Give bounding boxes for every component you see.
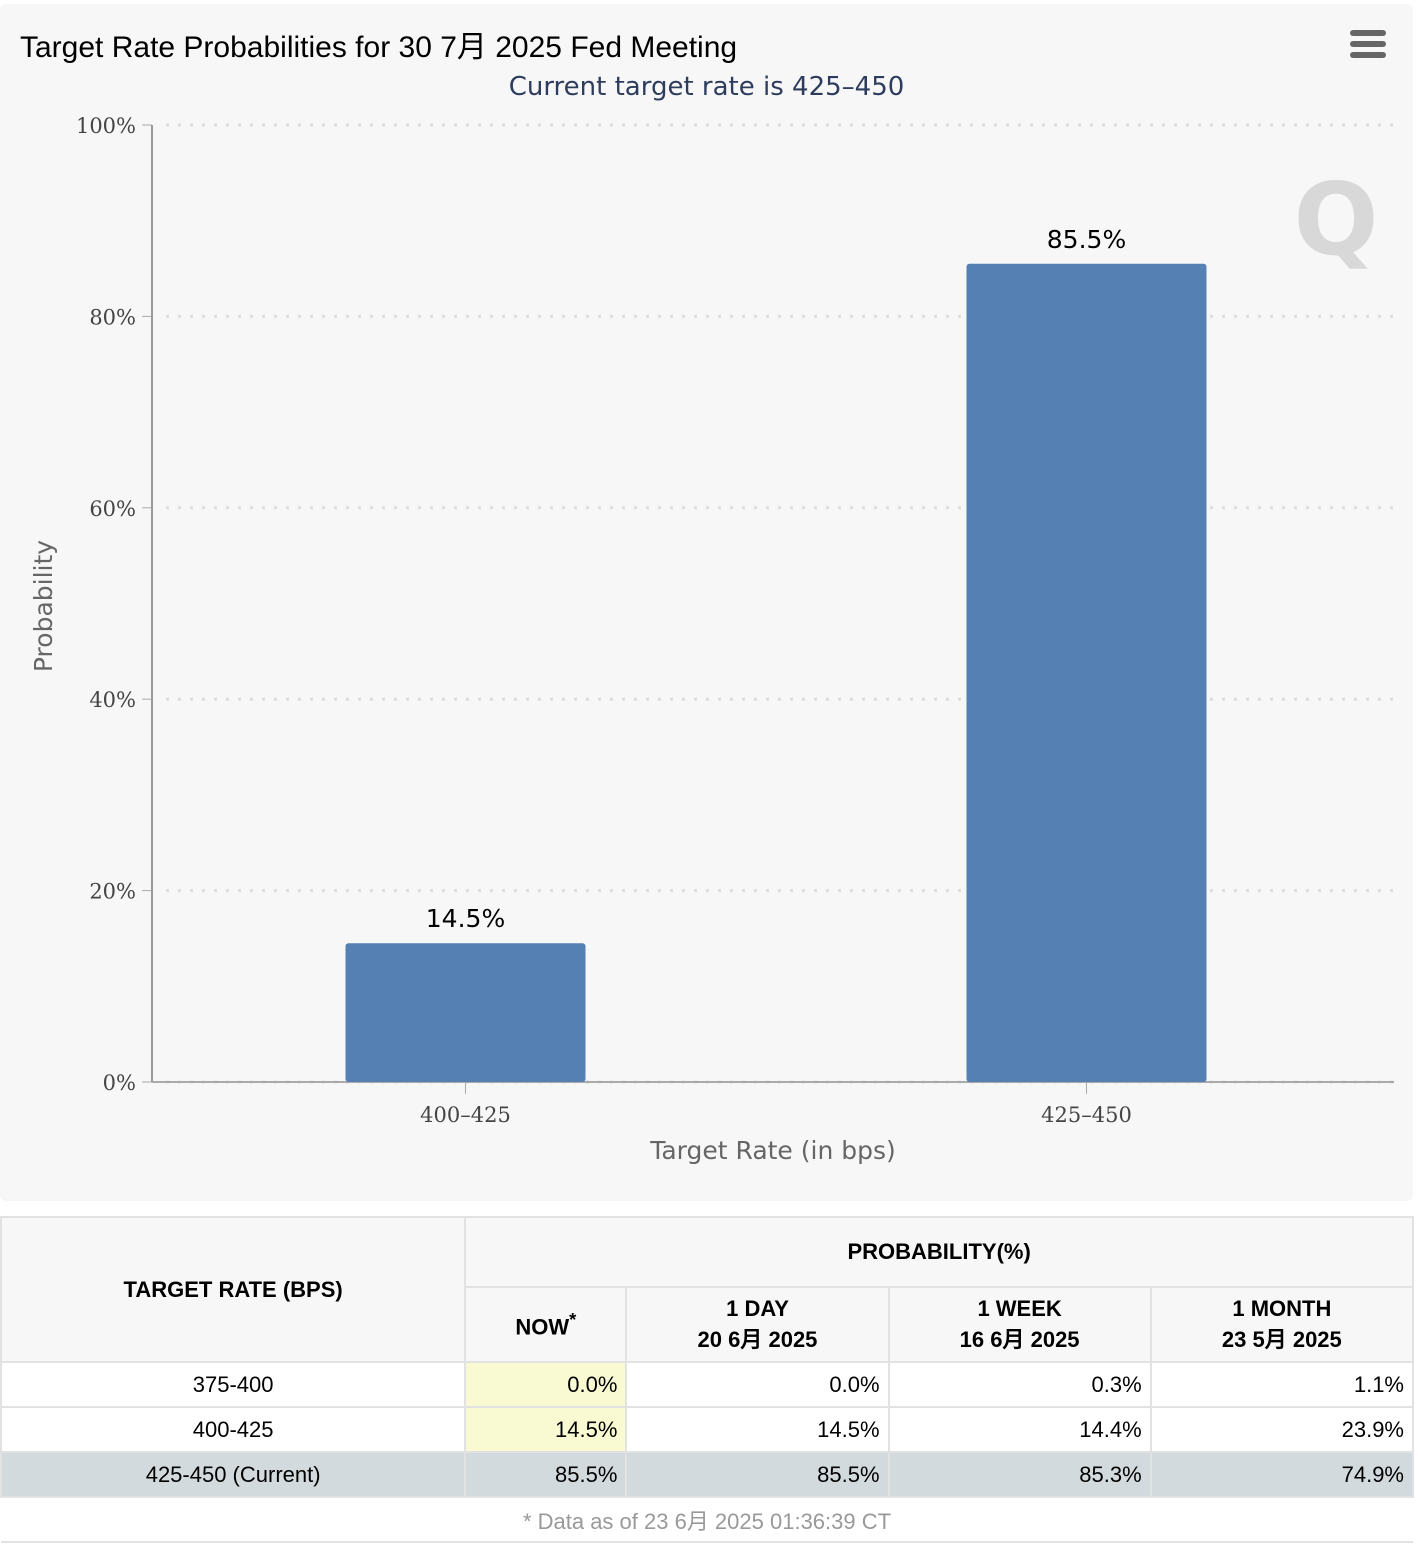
column-header: 1 DAY 20 6月 2025	[625, 1286, 890, 1363]
bar	[345, 943, 586, 1082]
footnote: * Data as of 23 6月 2025 01:36:39 CT	[1, 1496, 1413, 1543]
probability-cell: 23.9%	[1149, 1406, 1415, 1453]
column-label: NOW	[515, 1314, 570, 1340]
probability-cell: 14.5%	[464, 1406, 628, 1453]
probability-cell: 14.5%	[625, 1406, 890, 1453]
y-axis-title: Probability	[29, 540, 58, 672]
column-date: 20 6月 2025	[697, 1326, 818, 1352]
y-tick-label: 60%	[89, 497, 136, 521]
rate-cell: 400-425	[0, 1406, 467, 1453]
probability-cell: 74.9%	[1149, 1451, 1415, 1498]
probability-cell: 0.0%	[464, 1361, 628, 1408]
rate-cell: 375-400	[0, 1361, 467, 1408]
bar-chart: 0% 20% 40% 60% 80% 100% 14.5% 400–425 85.5% 425–4…	[29, 114, 1394, 1165]
column-label: 1 MONTH	[1232, 1295, 1332, 1321]
table-row: 375-400 0.0% 0.0% 0.3% 1.1%	[0, 1361, 1415, 1408]
probability-cell: 85.5%	[464, 1451, 628, 1498]
column-date: 16 6月 2025	[959, 1326, 1080, 1352]
probability-cell: 0.3%	[887, 1361, 1152, 1408]
probability-cell: 0.0%	[625, 1361, 890, 1408]
y-tick-label: 40%	[89, 688, 136, 712]
chart-subtitle: Current target rate is 425–450	[508, 72, 905, 102]
y-tick-label: 20%	[89, 880, 136, 904]
probability-cell: 14.4%	[887, 1406, 1152, 1453]
y-tick-label: 0%	[103, 1071, 136, 1095]
probability-table: TARGET RATE (BPS) PROBABILITY(%) NOW* 1 D…	[0, 1216, 1415, 1543]
column-header: 1 MONTH 23 5月 2025	[1149, 1286, 1415, 1363]
y-tick-label: 100%	[76, 114, 136, 138]
table-row: 400-425 14.5% 14.5% 14.4% 23.9%	[0, 1406, 1415, 1453]
rate-cell: 425-450 (Current)	[0, 1451, 467, 1498]
hamburger-icon[interactable]	[1350, 30, 1386, 62]
column-label: 1 DAY	[726, 1295, 789, 1321]
x-axis-title: Target Rate (in bps)	[649, 1136, 896, 1165]
asterisk: *	[569, 1308, 577, 1330]
bar	[966, 263, 1207, 1082]
column-header: NOW*	[464, 1286, 628, 1363]
probability-cell: 85.3%	[887, 1451, 1152, 1498]
chart-title: Target Rate Probabilities for 30 7月 2025…	[20, 31, 738, 64]
probability-cell: 85.5%	[625, 1451, 890, 1498]
y-tick-label: 80%	[89, 305, 136, 329]
header-target-rate: TARGET RATE (BPS)	[0, 1216, 467, 1363]
watermark-logo: Q	[1293, 161, 1378, 278]
column-header: 1 WEEK 16 6月 2025	[887, 1286, 1152, 1363]
x-tick-label: 425–450	[1041, 1103, 1132, 1127]
probability-cell: 1.1%	[1149, 1361, 1415, 1408]
table-row: 425-450 (Current) 85.5% 85.5% 85.3% 74.9%	[0, 1451, 1415, 1498]
header-probability: PROBABILITY(%)	[464, 1216, 1414, 1288]
x-tick-label: 400–425	[420, 1103, 511, 1127]
data-label: 85.5%	[1047, 225, 1126, 254]
column-label: 1 WEEK	[977, 1295, 1062, 1321]
data-label: 14.5%	[426, 904, 505, 933]
column-date: 23 5月 2025	[1221, 1326, 1342, 1352]
chart-container: Target Rate Probabilities for 30 7月 2025…	[0, 4, 1413, 1201]
